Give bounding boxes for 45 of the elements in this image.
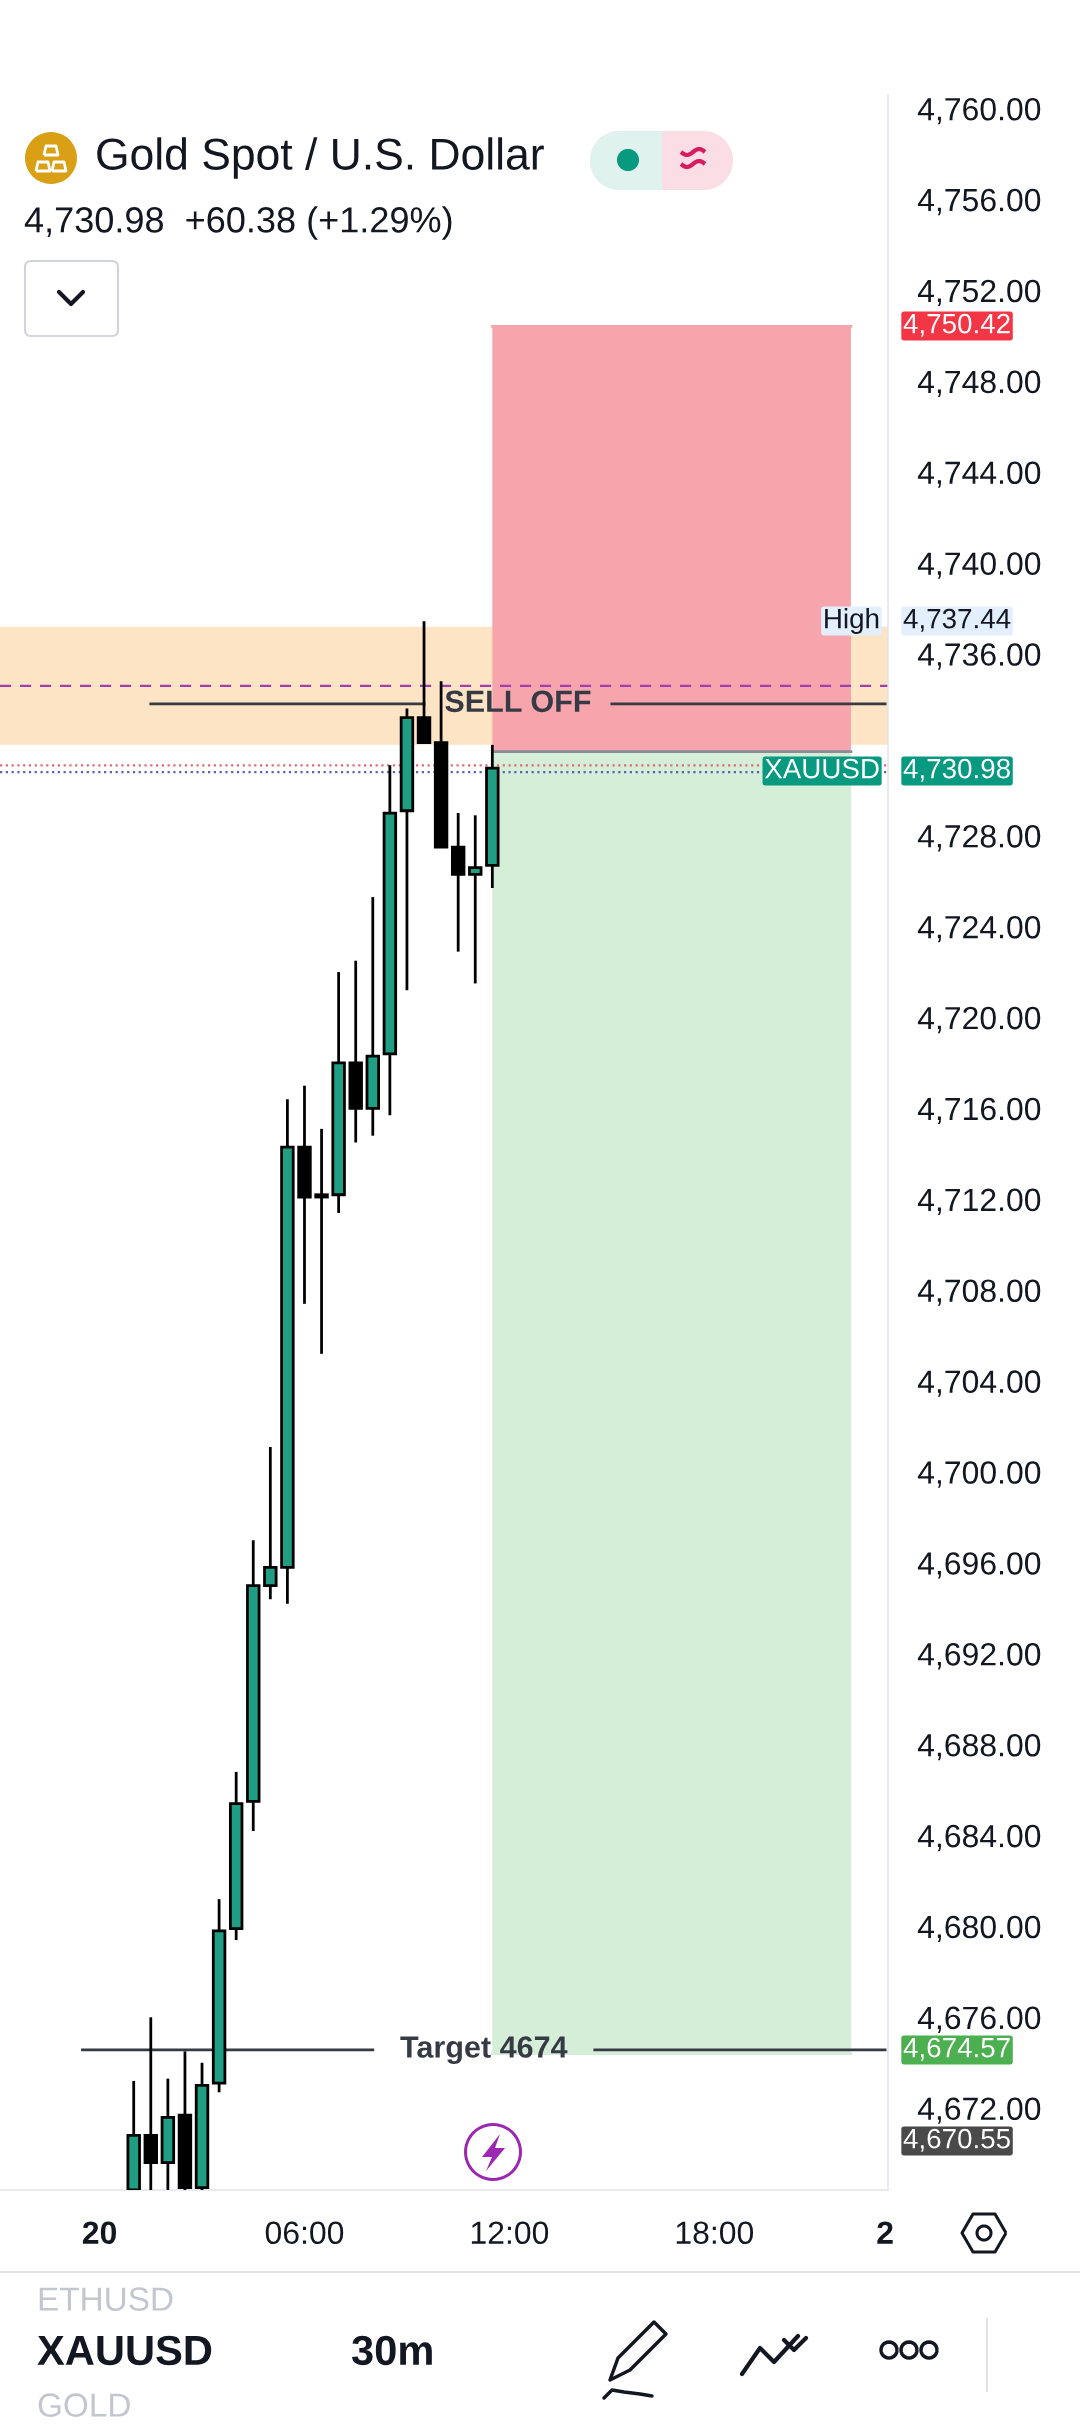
y-tick-label: 4,760.00: [917, 97, 1041, 125]
y-tick-label: 4,748.00: [917, 370, 1041, 397]
y-tick-label: 4,716.00: [917, 1097, 1041, 1125]
y-tick-label: 4,696.00: [917, 1552, 1041, 1579]
series-label: Target 4674: [400, 2036, 568, 2065]
candlestick: [314, 1127, 329, 1356]
text: 4,750.42: [903, 313, 1010, 337]
y-tick-label: 4,700.00: [917, 1461, 1041, 1488]
text: 4,730.98: [903, 758, 1010, 782]
y-tick-label: 4,720.00: [917, 1006, 1041, 1034]
y-tick-label: 4,684.00: [917, 1824, 1041, 1852]
text: 4,674.57: [903, 2037, 1010, 2061]
candlestick: [468, 813, 483, 985]
text: 4,737.44: [903, 608, 1011, 632]
y-tick-label: 4,752.00: [917, 279, 1041, 307]
x-tick-label: 12:00: [471, 2221, 549, 2245]
y-tick-label: 4,680.00: [917, 1915, 1041, 1943]
y-tick-label: 4,712.00: [917, 1188, 1041, 1215]
x-tick-label: 2: [877, 2221, 893, 2244]
y-tick-label: 4,724.00: [917, 915, 1041, 943]
x-tick-label: 06:00: [265, 2221, 344, 2245]
annotation: High: [825, 608, 879, 634]
y-tick-label: 4,704.00: [917, 1370, 1041, 1397]
y-tick-label: 4,672.00: [917, 2097, 1041, 2124]
text: 4,730.98 +60.38 (+1.29%): [24, 206, 452, 240]
series-label: SELL OFF: [445, 690, 591, 713]
y-tick-label: 4,736.00: [917, 643, 1041, 670]
text: Gold Spot / U.S. Dollar: [97, 137, 544, 179]
text: 4,670.55: [903, 2128, 1010, 2152]
x-tick-label: 20: [82, 2221, 117, 2245]
y-tick-label: 4,708.00: [917, 1279, 1041, 1306]
y-tick-label: 4,688.00: [917, 1733, 1041, 1761]
text: XAUUSD: [37, 2335, 212, 2366]
text: ETHUSD: [39, 2287, 173, 2311]
annotation: XAUUSD: [764, 758, 879, 779]
y-tick-label: 4,740.00: [917, 552, 1041, 579]
y-tick-label: 4,756.00: [917, 188, 1041, 216]
x-tick-label: 18:00: [676, 2221, 754, 2245]
y-tick-label: 4,692.00: [917, 1643, 1041, 1670]
y-tick-label: 4,728.00: [917, 825, 1041, 852]
y-tick-label: 4,676.00: [917, 2006, 1041, 2033]
text: 30m: [351, 2335, 432, 2366]
y-tick-label: 4,744.00: [917, 461, 1041, 488]
text: GOLD: [38, 2393, 130, 2417]
candlestick: [263, 1445, 278, 1601]
